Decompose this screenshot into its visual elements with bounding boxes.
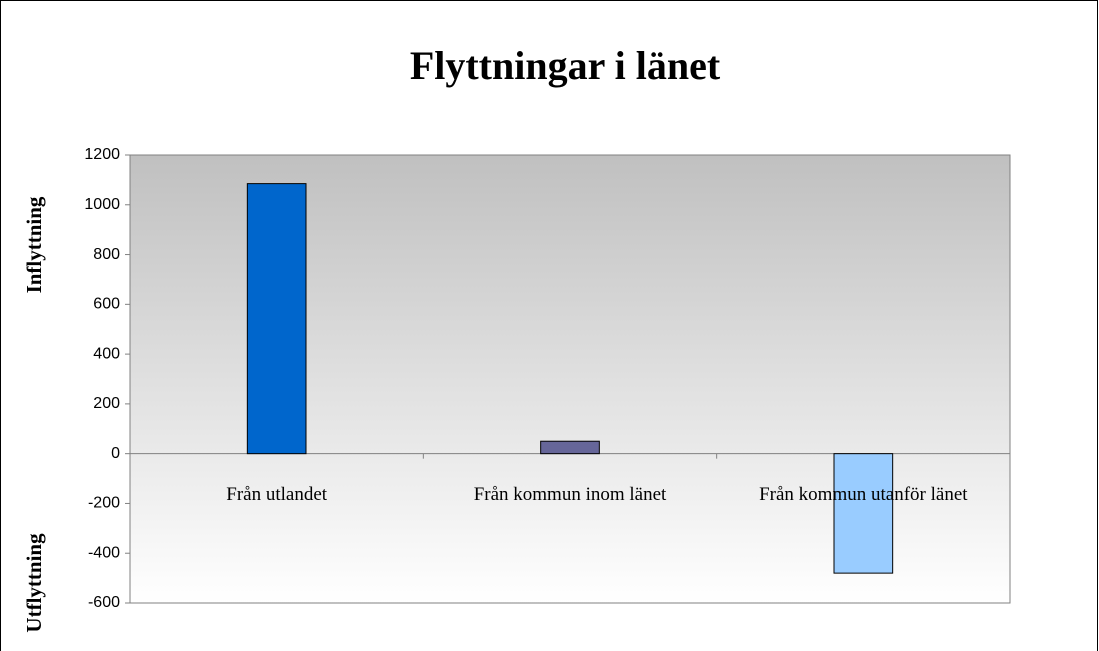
- y-tick-label: -200: [88, 495, 120, 512]
- y-axis-title-top: Inflyttning: [22, 196, 46, 293]
- bar: [540, 440, 600, 455]
- x-tick-label: Från utlandet: [226, 483, 328, 505]
- bar: [246, 183, 307, 455]
- y-tick-label: 0: [111, 445, 120, 462]
- y-tick-label: -600: [88, 594, 120, 611]
- y-tick-label: 1200: [84, 146, 120, 163]
- y-tick-label: 1000: [84, 196, 120, 213]
- chart-title: Flyttningar i länet: [410, 43, 721, 88]
- y-tick-label: 800: [93, 246, 120, 263]
- y-tick-label: 600: [93, 296, 120, 313]
- y-tick-label: -400: [88, 544, 120, 561]
- bar: [833, 453, 894, 574]
- y-tick-label: 200: [93, 395, 120, 412]
- x-tick-label: Från kommun utanför länet: [759, 483, 968, 505]
- y-tick-label: 400: [93, 345, 120, 362]
- x-tick-label: Från kommun inom länet: [473, 483, 667, 505]
- y-axis-title-bottom: Utflyttning: [22, 533, 46, 633]
